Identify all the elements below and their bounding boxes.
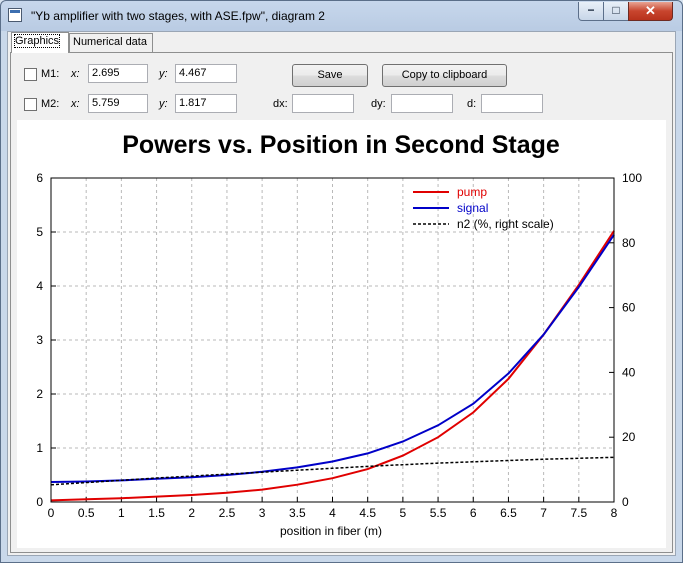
maximize-button[interactable]: □ <box>603 2 629 21</box>
minimize-icon: − <box>587 3 595 17</box>
x-tick-label: 3 <box>259 506 266 520</box>
legend-label-n2: n2 (%, right scale) <box>457 217 554 231</box>
x-tick-label: 2 <box>188 506 195 520</box>
save-button-label: Save <box>317 69 343 81</box>
legend: pump signal n2 (%, right scale) <box>413 185 554 231</box>
y2-tick-label: 0 <box>622 495 629 509</box>
y-tick-label: 3 <box>36 333 43 347</box>
m2-y-field[interactable]: 1.817 <box>175 94 237 113</box>
y2-tick-label: 60 <box>622 301 636 315</box>
x-tick-label: 4.5 <box>359 506 376 520</box>
client-area: Graphics Numerical data M1: x: 2.695 y: … <box>7 31 676 556</box>
grid-lines <box>51 178 614 502</box>
save-button[interactable]: Save <box>292 64 368 87</box>
window-title: "Yb amplifier with two stages, with ASE.… <box>31 9 325 23</box>
x-tick-label: 2.5 <box>219 506 236 520</box>
m2-x-field[interactable]: 5.759 <box>88 94 148 113</box>
x-tick-label: 1 <box>118 506 125 520</box>
chart-panel[interactable]: Powers vs. Position in Second Stage posi… <box>17 120 666 548</box>
d-field[interactable] <box>481 94 543 113</box>
dx-label: dx: <box>273 98 288 110</box>
m1-x-label: x: <box>71 68 80 80</box>
legend-label-signal: signal <box>457 201 488 215</box>
y2-tick-label: 100 <box>622 171 642 185</box>
y-tick-label: 0 <box>36 495 43 509</box>
x-tick-label: 0.5 <box>78 506 95 520</box>
tab-numerical-data[interactable]: Numerical data <box>69 33 153 52</box>
m1-y-label: y: <box>159 68 168 80</box>
close-button[interactable]: ✕ <box>628 2 673 21</box>
y2-tick-label: 80 <box>622 236 636 250</box>
tab-graphics[interactable]: Graphics <box>11 32 69 53</box>
m1-x-field[interactable]: 2.695 <box>88 64 148 83</box>
minimize-button[interactable]: − <box>578 2 604 21</box>
app-window-icon[interactable] <box>8 8 22 22</box>
m2-y-label: y: <box>159 98 168 110</box>
y-tick-label: 6 <box>36 171 43 185</box>
x-tick-label: 3.5 <box>289 506 306 520</box>
x-tick-label: 0 <box>48 506 55 520</box>
dx-field[interactable] <box>292 94 354 113</box>
y-tick-label: 1 <box>36 441 43 455</box>
x-tick-label: 7.5 <box>570 506 587 520</box>
x-tick-label: 6.5 <box>500 506 517 520</box>
legend-label-pump: pump <box>457 185 487 199</box>
x-tick-label: 5.5 <box>430 506 447 520</box>
x-axis-label: position in fiber (m) <box>280 524 382 538</box>
y2-tick-label: 40 <box>622 365 636 379</box>
m2-checkbox[interactable] <box>24 98 37 111</box>
m1-y-field[interactable]: 4.467 <box>175 64 237 83</box>
line-chart[interactable]: Powers vs. Position in Second Stage posi… <box>17 120 666 548</box>
axis-ticks: 0 0.5 1 1.5 2 2.5 3 3.5 4 4.5 5 5.5 6 6.5 7 7.5 80123456… <box>36 171 642 520</box>
plot-frame <box>50 177 615 503</box>
dy-field[interactable] <box>391 94 453 113</box>
copy-to-clipboard-button[interactable]: Copy to clipboard <box>382 64 507 87</box>
copy-button-label: Copy to clipboard <box>401 69 488 81</box>
x-tick-label: 7 <box>540 506 547 520</box>
title-bar[interactable]: "Yb amplifier with two stages, with ASE.… <box>1 1 682 31</box>
marker-row-m1: M1: x: 2.695 y: 4.467 Save Copy to clipb… <box>11 64 671 87</box>
series-line-n2 <box>50 456 615 486</box>
tab-graphics-label: Graphics <box>13 34 61 48</box>
x-tick-label: 4 <box>329 506 336 520</box>
y-tick-label: 2 <box>36 387 43 401</box>
series-line-pump <box>50 230 615 502</box>
series-line-signal <box>50 234 615 483</box>
dy-label: dy: <box>371 98 386 110</box>
m1-label: M1: <box>41 68 60 80</box>
x-tick-label: 8 <box>611 506 618 520</box>
series-lines <box>50 230 615 502</box>
close-icon: ✕ <box>645 3 656 18</box>
marker-row-m2: M2: x: 5.759 y: 1.817 dx: dy: d: <box>11 94 671 114</box>
x-tick-label: 5 <box>400 506 407 520</box>
graphics-tab-panel: M1: x: 2.695 y: 4.467 Save Copy to clipb… <box>10 52 673 553</box>
chart-title: Powers vs. Position in Second Stage <box>122 131 560 159</box>
y2-tick-label: 20 <box>622 430 636 444</box>
d-label: d: <box>467 98 477 110</box>
x-tick-label: 6 <box>470 506 477 520</box>
maximize-icon: □ <box>612 3 620 17</box>
y-tick-label: 5 <box>36 225 43 239</box>
m2-x-label: x: <box>71 98 80 110</box>
y-tick-label: 4 <box>36 279 43 293</box>
x-tick-label: 1.5 <box>148 506 165 520</box>
m1-checkbox[interactable] <box>24 68 37 81</box>
m2-label: M2: <box>41 98 60 110</box>
tab-numerical-data-label: Numerical data <box>73 36 147 48</box>
